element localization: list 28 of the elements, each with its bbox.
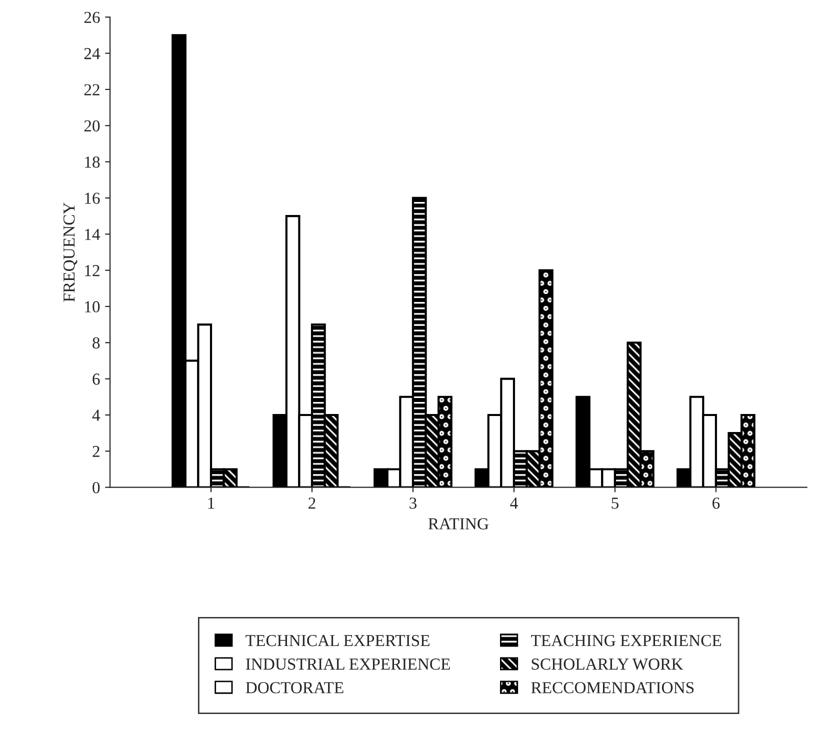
y-tick-label: 8 — [92, 337, 100, 349]
y-tick-label: 0 — [92, 482, 100, 494]
x-tick-label: 1 — [208, 498, 214, 509]
legend-label: TECHNICAL EXPERTISE — [246, 634, 430, 646]
y-axis-title: FREQUENCY — [63, 202, 78, 302]
y-tick-label: 20 — [84, 120, 100, 132]
x-tick-label: 3 — [410, 498, 417, 509]
y-tick-label: 18 — [85, 156, 100, 168]
x-tick-label: 5 — [612, 498, 618, 509]
y-tick-label: 4 — [92, 410, 100, 421]
x-tick-label: 4 — [510, 498, 518, 509]
x-tick-label: 6 — [712, 498, 720, 509]
legend-label: INDUSTRIAL EXPERIENCE — [246, 658, 450, 670]
legend-label: SCHOLARLY WORK — [532, 658, 684, 670]
y-tick-label: 2 — [92, 446, 100, 457]
y-tick-label: 26 — [84, 12, 100, 24]
y-tick-label: 24 — [84, 48, 100, 60]
y-tick-label: 16 — [85, 192, 100, 204]
legend-label: RECCOMENDATIONS — [531, 682, 694, 694]
y-tick-label: 6 — [92, 374, 100, 385]
y-tick-label: 14 — [85, 228, 100, 240]
y-tick-label: 10 — [85, 301, 100, 312]
y-tick-label: 22 — [84, 84, 100, 96]
legend-label: TEACHING EXPERIENCE — [531, 634, 722, 646]
legend-label: DOCTORATE — [246, 682, 344, 694]
y-tick-label: 12 — [85, 265, 100, 276]
x-axis-title: RATING — [428, 518, 488, 530]
x-tick-label: 2 — [308, 498, 316, 509]
